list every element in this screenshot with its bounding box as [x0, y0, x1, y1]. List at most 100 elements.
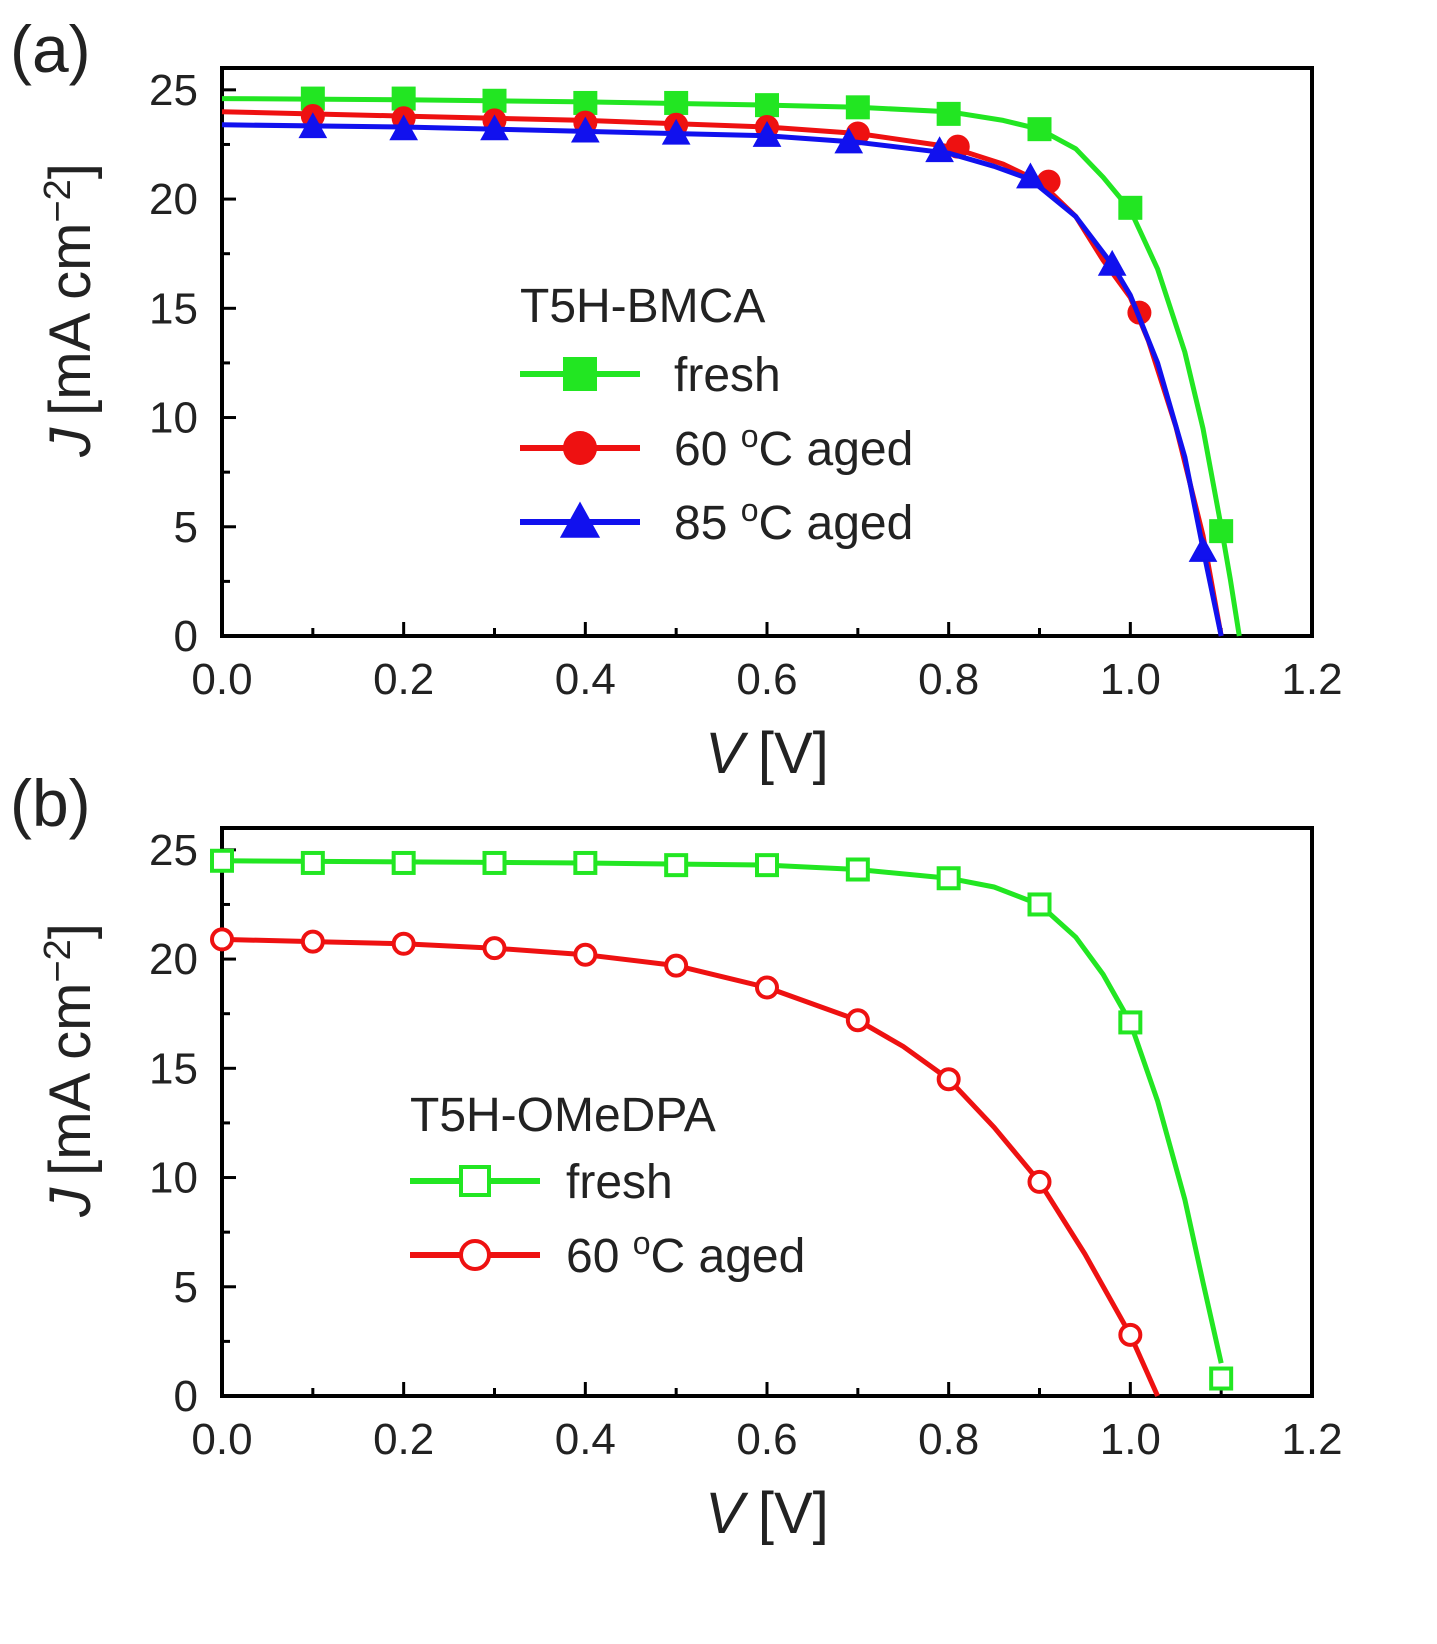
legend-title: T5H-BMCA [520, 280, 765, 333]
series-line [221, 858, 1224, 1364]
data-point [1118, 195, 1143, 220]
x-axis-label: V [V] [705, 1481, 829, 1546]
chart-panel-a: (a) 0.0 0.2 0.4 0.6 0.8 1.0 1.2 0 5 10 15 20 25 V [V] J [… [10, 12, 1343, 786]
data-point [300, 850, 325, 875]
y-axis-unit: [mA cm [38, 983, 103, 1176]
data-point [210, 927, 234, 952]
legend-title: T5H-OMeDPA [410, 1089, 716, 1142]
series-line [221, 936, 1160, 1398]
series-fresh [210, 848, 1234, 1391]
data-point [845, 95, 870, 120]
x-tick-label: 1.2 [1281, 655, 1342, 704]
x-tick-label: 1.0 [1100, 1415, 1161, 1464]
legend-entry-label: 60 oC aged [674, 418, 913, 476]
series-aged60 [210, 927, 1160, 1398]
y-axis-unit-close: ] [38, 163, 103, 179]
data-point [664, 90, 689, 115]
y-axis-symbol: J [38, 427, 103, 458]
data-point [1209, 519, 1234, 544]
series-line [221, 96, 1242, 637]
data-point [1188, 536, 1218, 562]
data-point [573, 850, 598, 875]
x-axis-symbol: V [705, 721, 749, 786]
y-tick-label: 0 [174, 1372, 198, 1421]
legend-marker-swatch [459, 1239, 491, 1271]
x-tick-label: 0.4 [555, 1415, 616, 1464]
data-point [936, 101, 961, 126]
legend-entry-superscript: o [741, 492, 759, 528]
data-point [755, 975, 779, 1000]
legend-entry-main: 60 [566, 1230, 633, 1283]
data-point [1209, 1366, 1234, 1391]
data-point [570, 116, 600, 143]
y-axis-unit-superscript: −2 [37, 179, 79, 222]
y-tick-label: 5 [174, 503, 198, 552]
y-tick-label: 20 [149, 935, 198, 984]
series-aged85 [221, 112, 1224, 637]
data-point [752, 121, 782, 147]
data-point [1118, 1010, 1143, 1035]
x-axis-unit: [V] [758, 721, 829, 786]
data-point [1097, 249, 1127, 276]
x-tick-label: 0.0 [191, 1415, 252, 1464]
data-point [391, 850, 416, 875]
legend-marker-swatch [563, 357, 597, 391]
y-axis-unit-superscript: −2 [37, 939, 79, 982]
legend-marker-swatch [559, 501, 601, 538]
panel-label: (b) [10, 766, 91, 840]
legend-entry-label: fresh [674, 349, 781, 402]
data-point [480, 114, 509, 141]
x-tick-label: 0.0 [191, 655, 252, 704]
legend-entry-main: fresh [674, 349, 781, 402]
legend-marker-swatch [563, 431, 597, 465]
x-axis-unit: [V] [758, 1481, 829, 1546]
legend-entry-rest: C aged [759, 497, 914, 550]
data-point [300, 929, 325, 954]
data-point [389, 114, 419, 141]
data-point [755, 93, 779, 118]
data-point [1027, 1169, 1052, 1194]
data-point [661, 118, 691, 145]
data-point [482, 850, 507, 875]
y-tick-label: 15 [149, 284, 198, 333]
x-tick-label: 0.6 [736, 655, 797, 704]
data-point [845, 1008, 870, 1033]
x-tick-label: 1.2 [1281, 1415, 1342, 1464]
y-axis-unit-close: ] [38, 923, 103, 939]
legend-entry-main: fresh [566, 1156, 673, 1209]
legend-entry-superscript: o [633, 1225, 651, 1261]
y-tick-label: 15 [149, 1044, 198, 1093]
x-tick-label: 0.2 [373, 1415, 434, 1464]
data-point [664, 953, 689, 978]
y-axis-unit: [mA cm [38, 223, 103, 416]
data-point [210, 848, 234, 873]
data-point [936, 866, 961, 891]
y-tick-label: 5 [174, 1263, 198, 1312]
y-axis-label: J [mA cm−2] [37, 163, 103, 458]
x-tick-label: 0.6 [736, 1415, 797, 1464]
legend-entry-label: 60 oC aged [566, 1225, 805, 1283]
data-point [845, 857, 870, 882]
x-axis-symbol: V [705, 1481, 749, 1546]
data-point [298, 112, 328, 139]
y-tick-label: 10 [149, 394, 198, 443]
data-point [834, 127, 864, 154]
data-point [1027, 117, 1052, 142]
legend-entry-main: 60 [674, 423, 741, 476]
data-point [1016, 162, 1045, 189]
legend-marker-swatch [459, 1165, 491, 1197]
x-tick-label: 1.0 [1100, 655, 1161, 704]
y-axis-symbol: J [38, 1187, 103, 1218]
legend-entry-label: 85 oC aged [674, 492, 913, 550]
data-point [391, 931, 416, 956]
legend: T5H-OMeDPA fresh 60 oC aged [410, 1089, 805, 1283]
chart-panel-b: (b) 0.0 0.2 0.4 0.6 0.8 1.0 1.2 0 5 10 15 20 25 V [V] J [… [10, 766, 1343, 1546]
y-axis-label: J [mA cm−2] [37, 923, 103, 1218]
data-point [755, 853, 779, 878]
legend-entry-label: fresh [566, 1156, 673, 1209]
x-axis-label: V [V] [705, 721, 829, 786]
plot-frame [220, 826, 1314, 1398]
data-point [1027, 892, 1052, 917]
y-tick-label: 25 [149, 826, 198, 875]
